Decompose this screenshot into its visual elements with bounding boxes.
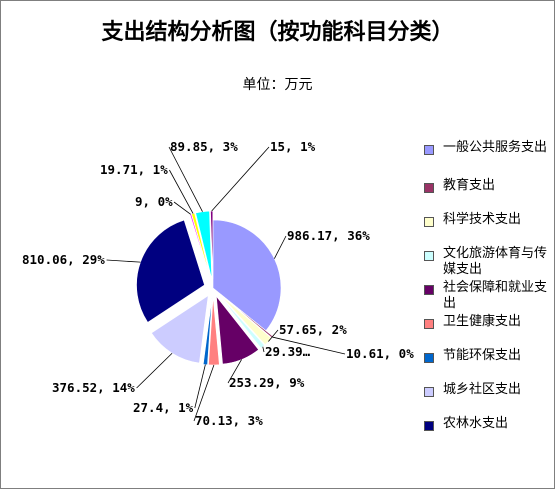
legend-swatch: [424, 387, 434, 397]
leader-line: [227, 359, 242, 384]
pie-slice: [150, 295, 209, 364]
leader-line: [168, 146, 203, 212]
leader-line: [273, 235, 287, 259]
slice-data-label: 57.65, 2%: [279, 322, 347, 337]
slice-data-label: 27.4, 1%: [133, 400, 194, 415]
legend-label: 一般公共服务支出: [443, 140, 548, 155]
legend-item: 卫生健康支出: [424, 314, 554, 348]
legend-label: 节能环保支出: [443, 348, 522, 363]
pie-slice: [136, 219, 205, 323]
legend-item: 节能环保支出: [424, 348, 554, 382]
chart-legend: 一般公共服务支出 教育支出科学技术支出文化旅游体育与传媒支出 社会保障和就业支出卫生…: [424, 140, 554, 450]
legend-item: 农林水支出: [424, 416, 554, 450]
legend-swatch: [424, 421, 434, 431]
leader-line: [194, 364, 206, 409]
legend-swatch: [424, 183, 434, 193]
leader-line: [136, 352, 173, 389]
pie-slice: [218, 294, 265, 349]
legend-label: 城乡社区支出: [443, 382, 522, 397]
legend-item: 教育支出: [424, 178, 554, 212]
slice-data-label: 9, 0%: [135, 194, 173, 209]
slice-data-label: 29.39…: [265, 344, 311, 359]
legend-item: 文化旅游体育与传媒支出: [424, 246, 554, 280]
slice-data-label: 253.29, 9%: [229, 375, 305, 390]
legend-label: 卫生健康支出: [443, 314, 522, 329]
pie-slice: [212, 219, 282, 332]
legend-item: 社会保障和就业支出: [424, 280, 554, 314]
slice-data-label: 986.17, 36%: [287, 228, 370, 243]
legend-item: 一般公共服务支出: [424, 140, 554, 178]
legend-swatch: [424, 217, 434, 227]
legend-item: 科学技术支出: [424, 212, 554, 246]
legend-item: 城乡社区支出: [424, 382, 554, 416]
legend-label: 教育支出: [443, 178, 496, 193]
slice-data-label: 15, 1%: [270, 139, 316, 154]
leader-line: [268, 329, 279, 342]
legend-swatch: [424, 251, 434, 261]
legend-label: 社会保障和就业支出: [443, 280, 548, 311]
leader-line: [193, 364, 215, 422]
legend-label: 文化旅游体育与传媒支出: [443, 246, 548, 277]
slice-data-label: 810.06, 29%: [22, 252, 105, 267]
leader-line: [173, 201, 191, 215]
slice-data-label: 70.13, 3%: [195, 413, 263, 428]
legend-swatch: [424, 319, 434, 329]
legend-label: 科学技术支出: [443, 212, 522, 227]
legend-swatch: [424, 285, 434, 295]
leader-line: [169, 169, 194, 214]
chart-subtitle: 单位：万元: [242, 77, 313, 93]
slice-data-label: 19.71, 1%: [100, 162, 168, 177]
leader-line: [262, 346, 265, 353]
leader-line: [211, 146, 270, 212]
slice-data-label: 376.52, 14%: [52, 380, 135, 395]
slice-data-label: 10.61, 0%: [346, 346, 414, 361]
legend-swatch: [424, 145, 434, 155]
leader-line: [272, 336, 346, 355]
legend-swatch: [424, 353, 434, 363]
legend-label: 农林水支出: [443, 416, 509, 431]
slice-data-label: 89.85, 3%: [170, 139, 238, 154]
leader-line: [106, 259, 141, 263]
chart-title: 支出结构分析图（按功能科目分类）: [101, 20, 454, 45]
